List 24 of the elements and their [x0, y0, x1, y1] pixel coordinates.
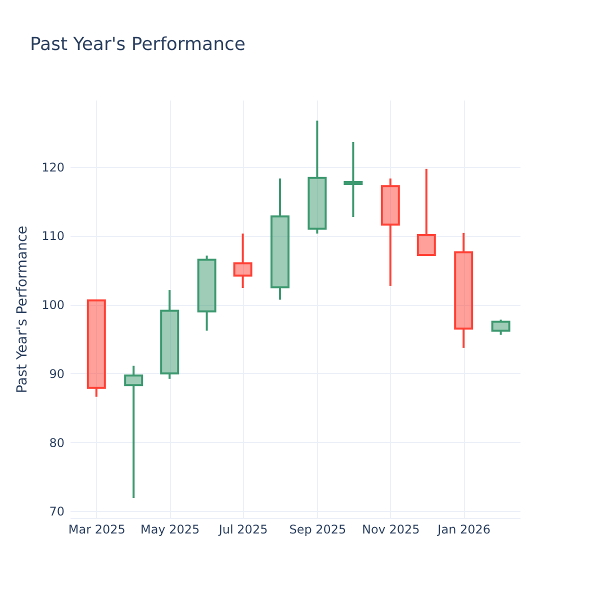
- x-tick-label: May 2025: [140, 522, 200, 536]
- x-tick-label: Mar 2025: [68, 522, 126, 536]
- candlestick: [308, 120, 327, 235]
- y-tick-label: 120: [42, 160, 64, 174]
- x-tick-label: Nov 2025: [362, 522, 420, 536]
- y-tick-label: 110: [42, 229, 64, 244]
- candlestick: [270, 178, 290, 301]
- y-tick-label: 100: [42, 298, 64, 312]
- x-tick-label: Jan 2026: [436, 522, 491, 536]
- candlestick: [380, 178, 400, 287]
- y-tick-label: 80: [49, 436, 64, 450]
- x-tick-label: Jul 2025: [218, 522, 268, 536]
- candlestick: [124, 364, 144, 500]
- chart-title: Past Year's Performance: [30, 34, 246, 55]
- y-tick-label: 90: [49, 366, 64, 381]
- candlestick: [454, 232, 474, 349]
- candlestick: [160, 289, 180, 380]
- candlestick: [344, 141, 363, 218]
- y-axis-title: Past Year's Performance: [14, 226, 31, 394]
- candlestick: [197, 254, 216, 332]
- x-tick-label: Sep 2025: [289, 522, 346, 536]
- candlestick: [491, 318, 510, 336]
- y-tick-label: 70: [49, 504, 64, 519]
- candlestick: [233, 232, 252, 289]
